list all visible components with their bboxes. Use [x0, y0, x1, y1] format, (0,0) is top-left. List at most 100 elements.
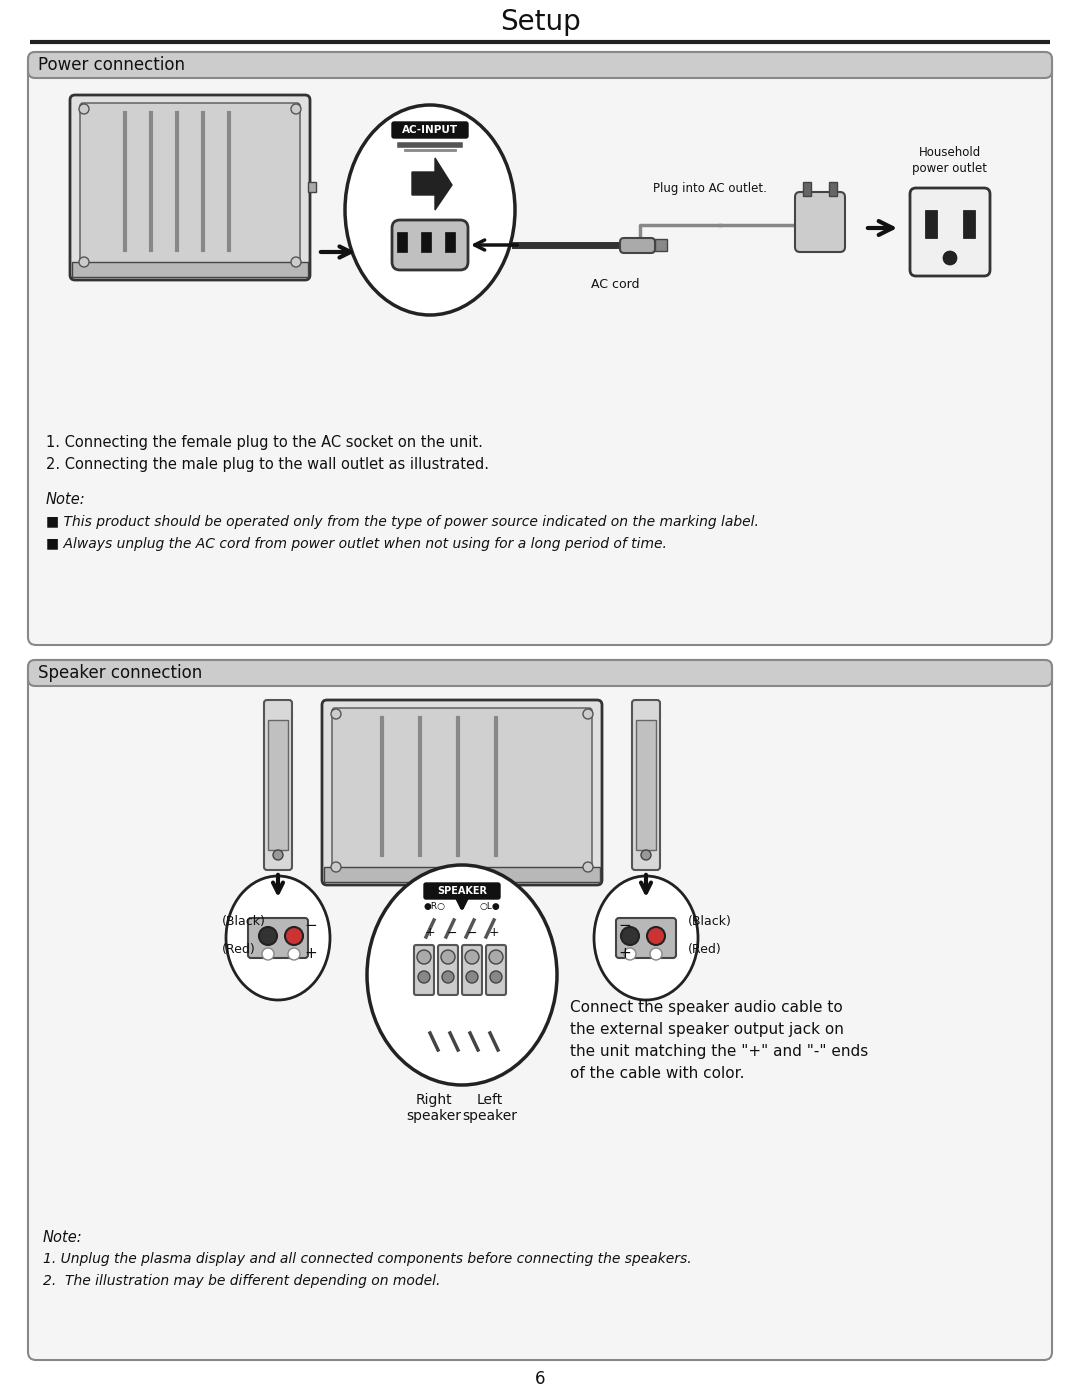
Text: Connect the speaker audio cable to: Connect the speaker audio cable to [570, 1000, 842, 1016]
Text: Right
speaker: Right speaker [406, 1092, 461, 1123]
Text: the unit matching the "+" and "-" ends: the unit matching the "+" and "-" ends [570, 1044, 868, 1059]
Text: AC-INPUT: AC-INPUT [402, 124, 458, 136]
FancyBboxPatch shape [28, 52, 1052, 645]
Circle shape [490, 971, 502, 983]
Text: (Red): (Red) [688, 943, 721, 957]
FancyBboxPatch shape [28, 659, 1052, 686]
Bar [924, 210, 937, 237]
Bar [421, 232, 431, 251]
FancyBboxPatch shape [392, 122, 468, 138]
Circle shape [330, 862, 341, 872]
Circle shape [288, 949, 300, 960]
Circle shape [621, 928, 639, 944]
FancyBboxPatch shape [620, 237, 654, 253]
Text: of the cable with color.: of the cable with color. [570, 1066, 744, 1081]
Bar [308, 182, 316, 191]
Text: 6: 6 [535, 1370, 545, 1389]
Circle shape [647, 928, 665, 944]
FancyBboxPatch shape [795, 191, 845, 251]
Text: 2.  The illustration may be different depending on model.: 2. The illustration may be different dep… [43, 1274, 441, 1288]
Text: −: − [618, 918, 631, 933]
Circle shape [465, 971, 478, 983]
FancyBboxPatch shape [264, 700, 292, 870]
Bar [397, 232, 407, 251]
Polygon shape [411, 158, 453, 210]
Circle shape [583, 710, 593, 719]
FancyBboxPatch shape [632, 700, 660, 870]
Circle shape [273, 849, 283, 861]
FancyBboxPatch shape [80, 103, 300, 263]
FancyBboxPatch shape [462, 944, 482, 995]
Circle shape [79, 103, 89, 115]
Text: ■ This product should be operated only from the type of power source indicated o: ■ This product should be operated only f… [46, 515, 759, 529]
Ellipse shape [594, 876, 698, 1000]
Bar [445, 232, 455, 251]
FancyBboxPatch shape [616, 918, 676, 958]
Text: 1. Connecting the female plug to the AC socket on the unit.: 1. Connecting the female plug to the AC … [46, 434, 483, 450]
Text: Plug into AC outlet.: Plug into AC outlet. [653, 182, 767, 196]
FancyBboxPatch shape [424, 883, 500, 900]
Text: −: − [467, 926, 477, 940]
Ellipse shape [226, 876, 330, 1000]
Circle shape [418, 971, 430, 983]
FancyBboxPatch shape [910, 189, 990, 277]
Text: Left
speaker: Left speaker [462, 1092, 517, 1123]
Text: −: − [303, 918, 316, 933]
Text: +: + [424, 926, 435, 940]
Text: ●R○: ●R○ [423, 902, 445, 911]
FancyBboxPatch shape [392, 219, 468, 270]
Circle shape [650, 949, 662, 960]
Text: AC cord: AC cord [591, 278, 639, 291]
Ellipse shape [367, 865, 557, 1085]
Text: ■ Always unplug the AC cord from power outlet when not using for a long period o: ■ Always unplug the AC cord from power o… [46, 536, 666, 550]
Circle shape [79, 257, 89, 267]
Circle shape [442, 971, 454, 983]
Bar [636, 719, 656, 849]
Ellipse shape [345, 105, 515, 314]
Text: 1. Unplug the plasma display and all connected components before connecting the : 1. Unplug the plasma display and all con… [43, 1252, 691, 1266]
Circle shape [291, 103, 301, 115]
FancyBboxPatch shape [28, 659, 1052, 1361]
Circle shape [262, 949, 274, 960]
Text: Speaker connection: Speaker connection [38, 664, 202, 682]
Circle shape [285, 928, 303, 944]
Bar [72, 263, 308, 277]
Circle shape [489, 950, 503, 964]
Text: Note:: Note: [43, 1229, 83, 1245]
FancyBboxPatch shape [332, 708, 592, 868]
Bar [324, 868, 600, 882]
Text: −: − [447, 926, 457, 940]
Circle shape [441, 950, 455, 964]
Circle shape [642, 849, 651, 861]
Circle shape [291, 257, 301, 267]
Circle shape [943, 251, 957, 265]
Text: (Red): (Red) [222, 943, 256, 957]
FancyBboxPatch shape [322, 700, 602, 886]
FancyBboxPatch shape [28, 52, 1052, 78]
Text: Note:: Note: [46, 492, 85, 507]
Bar [829, 182, 837, 196]
FancyBboxPatch shape [70, 95, 310, 279]
Text: (Black): (Black) [688, 915, 732, 929]
FancyBboxPatch shape [438, 944, 458, 995]
FancyBboxPatch shape [486, 944, 507, 995]
Text: (Black): (Black) [222, 915, 266, 929]
Bar [268, 719, 288, 849]
Circle shape [583, 862, 593, 872]
Text: Setup: Setup [500, 8, 580, 36]
Text: ○L●: ○L● [480, 902, 500, 911]
Circle shape [465, 950, 480, 964]
Text: Power connection: Power connection [38, 56, 185, 74]
Text: SPEAKER: SPEAKER [437, 886, 487, 895]
Text: 2. Connecting the male plug to the wall outlet as illustrated.: 2. Connecting the male plug to the wall … [46, 457, 489, 472]
Circle shape [417, 950, 431, 964]
Circle shape [259, 928, 276, 944]
Text: +: + [618, 947, 631, 961]
Bar [963, 210, 975, 237]
Text: Household
power outlet: Household power outlet [913, 147, 987, 175]
Text: +: + [303, 947, 316, 961]
Bar [804, 182, 811, 196]
Circle shape [330, 710, 341, 719]
FancyBboxPatch shape [248, 918, 308, 958]
Text: the external speaker output jack on: the external speaker output jack on [570, 1023, 843, 1037]
